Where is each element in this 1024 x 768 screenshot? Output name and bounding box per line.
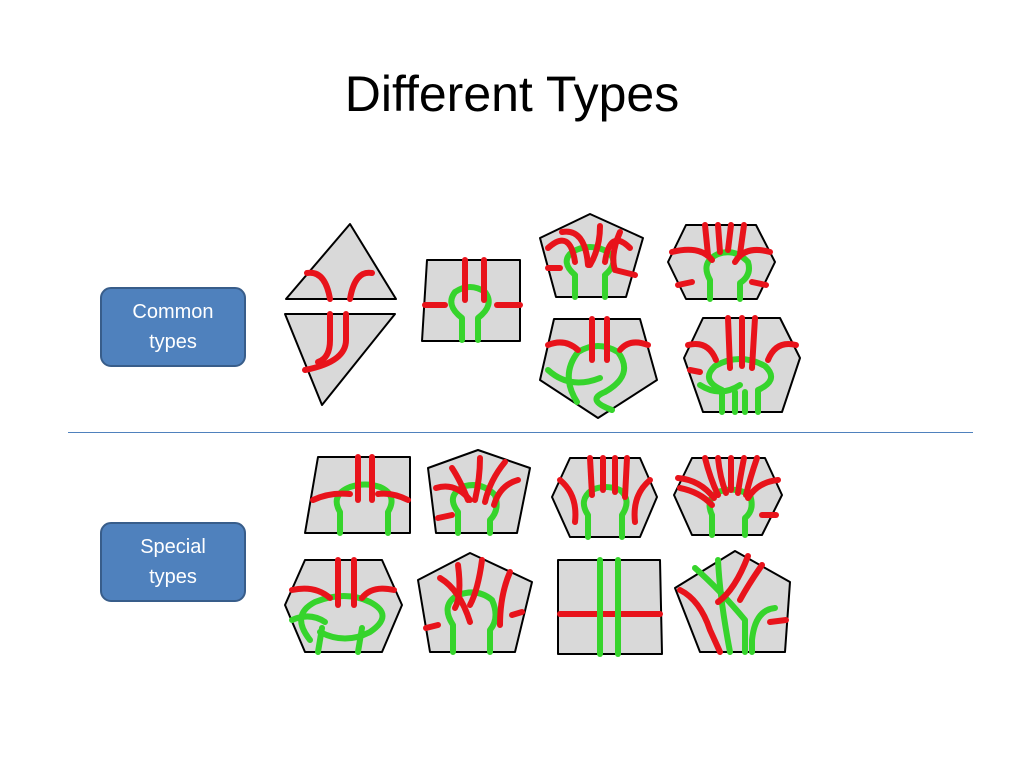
special-types-line-2: types	[149, 566, 197, 588]
common-triangle-down	[284, 311, 396, 406]
common-hexagon-top	[667, 222, 776, 302]
special-types-line-1: Special	[140, 536, 206, 558]
common-types-line-1: Common	[132, 301, 214, 323]
special-pentagon-2	[417, 552, 533, 655]
special-hexagon-3	[284, 557, 403, 655]
common-square	[421, 257, 523, 343]
common-types-line-2: types	[149, 331, 197, 353]
common-pentagon-bottom	[539, 316, 658, 419]
special-hexagon-2	[673, 455, 783, 538]
common-triangle-up	[285, 223, 397, 302]
special-hexagon-1	[551, 455, 658, 540]
special-pentagon-3	[674, 550, 791, 655]
slide-title: Different Types	[344, 66, 680, 122]
common-types-label: Common types	[100, 287, 246, 367]
special-square	[304, 454, 411, 536]
common-pentagon-top	[539, 213, 644, 300]
section-divider	[68, 432, 973, 433]
common-hexagon-bottom	[683, 315, 801, 415]
special-types-label: Special types	[100, 522, 246, 602]
special-square-2	[557, 557, 663, 657]
special-pentagon-1	[427, 449, 531, 536]
